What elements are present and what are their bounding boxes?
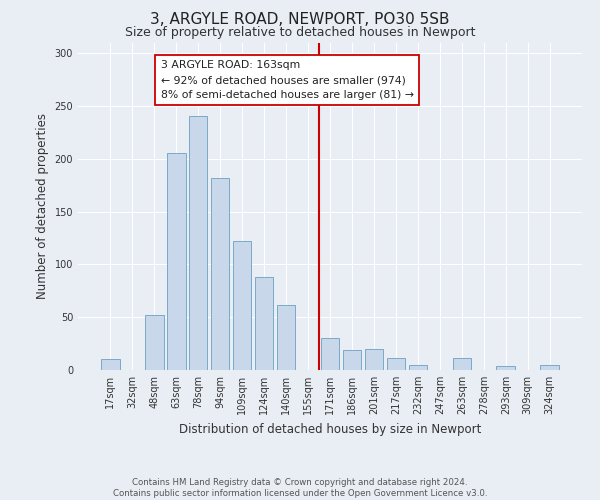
Bar bbox=[452, 358, 471, 370]
Bar bbox=[365, 349, 383, 370]
Text: Size of property relative to detached houses in Newport: Size of property relative to detached ho… bbox=[125, 26, 475, 39]
Bar bbox=[101, 360, 119, 370]
Bar bbox=[541, 364, 559, 370]
Bar bbox=[211, 178, 229, 370]
Bar bbox=[255, 277, 274, 370]
Text: 3 ARGYLE ROAD: 163sqm
← 92% of detached houses are smaller (974)
8% of semi-deta: 3 ARGYLE ROAD: 163sqm ← 92% of detached … bbox=[161, 60, 414, 100]
Text: Contains HM Land Registry data © Crown copyright and database right 2024.
Contai: Contains HM Land Registry data © Crown c… bbox=[113, 478, 487, 498]
Text: 3, ARGYLE ROAD, NEWPORT, PO30 5SB: 3, ARGYLE ROAD, NEWPORT, PO30 5SB bbox=[150, 12, 450, 28]
Bar bbox=[409, 364, 427, 370]
Bar bbox=[320, 338, 340, 370]
Bar bbox=[277, 304, 295, 370]
Bar bbox=[386, 358, 405, 370]
Bar bbox=[343, 350, 361, 370]
Bar bbox=[145, 315, 164, 370]
Bar bbox=[167, 154, 185, 370]
X-axis label: Distribution of detached houses by size in Newport: Distribution of detached houses by size … bbox=[179, 422, 481, 436]
Bar bbox=[189, 116, 208, 370]
Bar bbox=[496, 366, 515, 370]
Bar bbox=[233, 241, 251, 370]
Y-axis label: Number of detached properties: Number of detached properties bbox=[36, 114, 49, 299]
